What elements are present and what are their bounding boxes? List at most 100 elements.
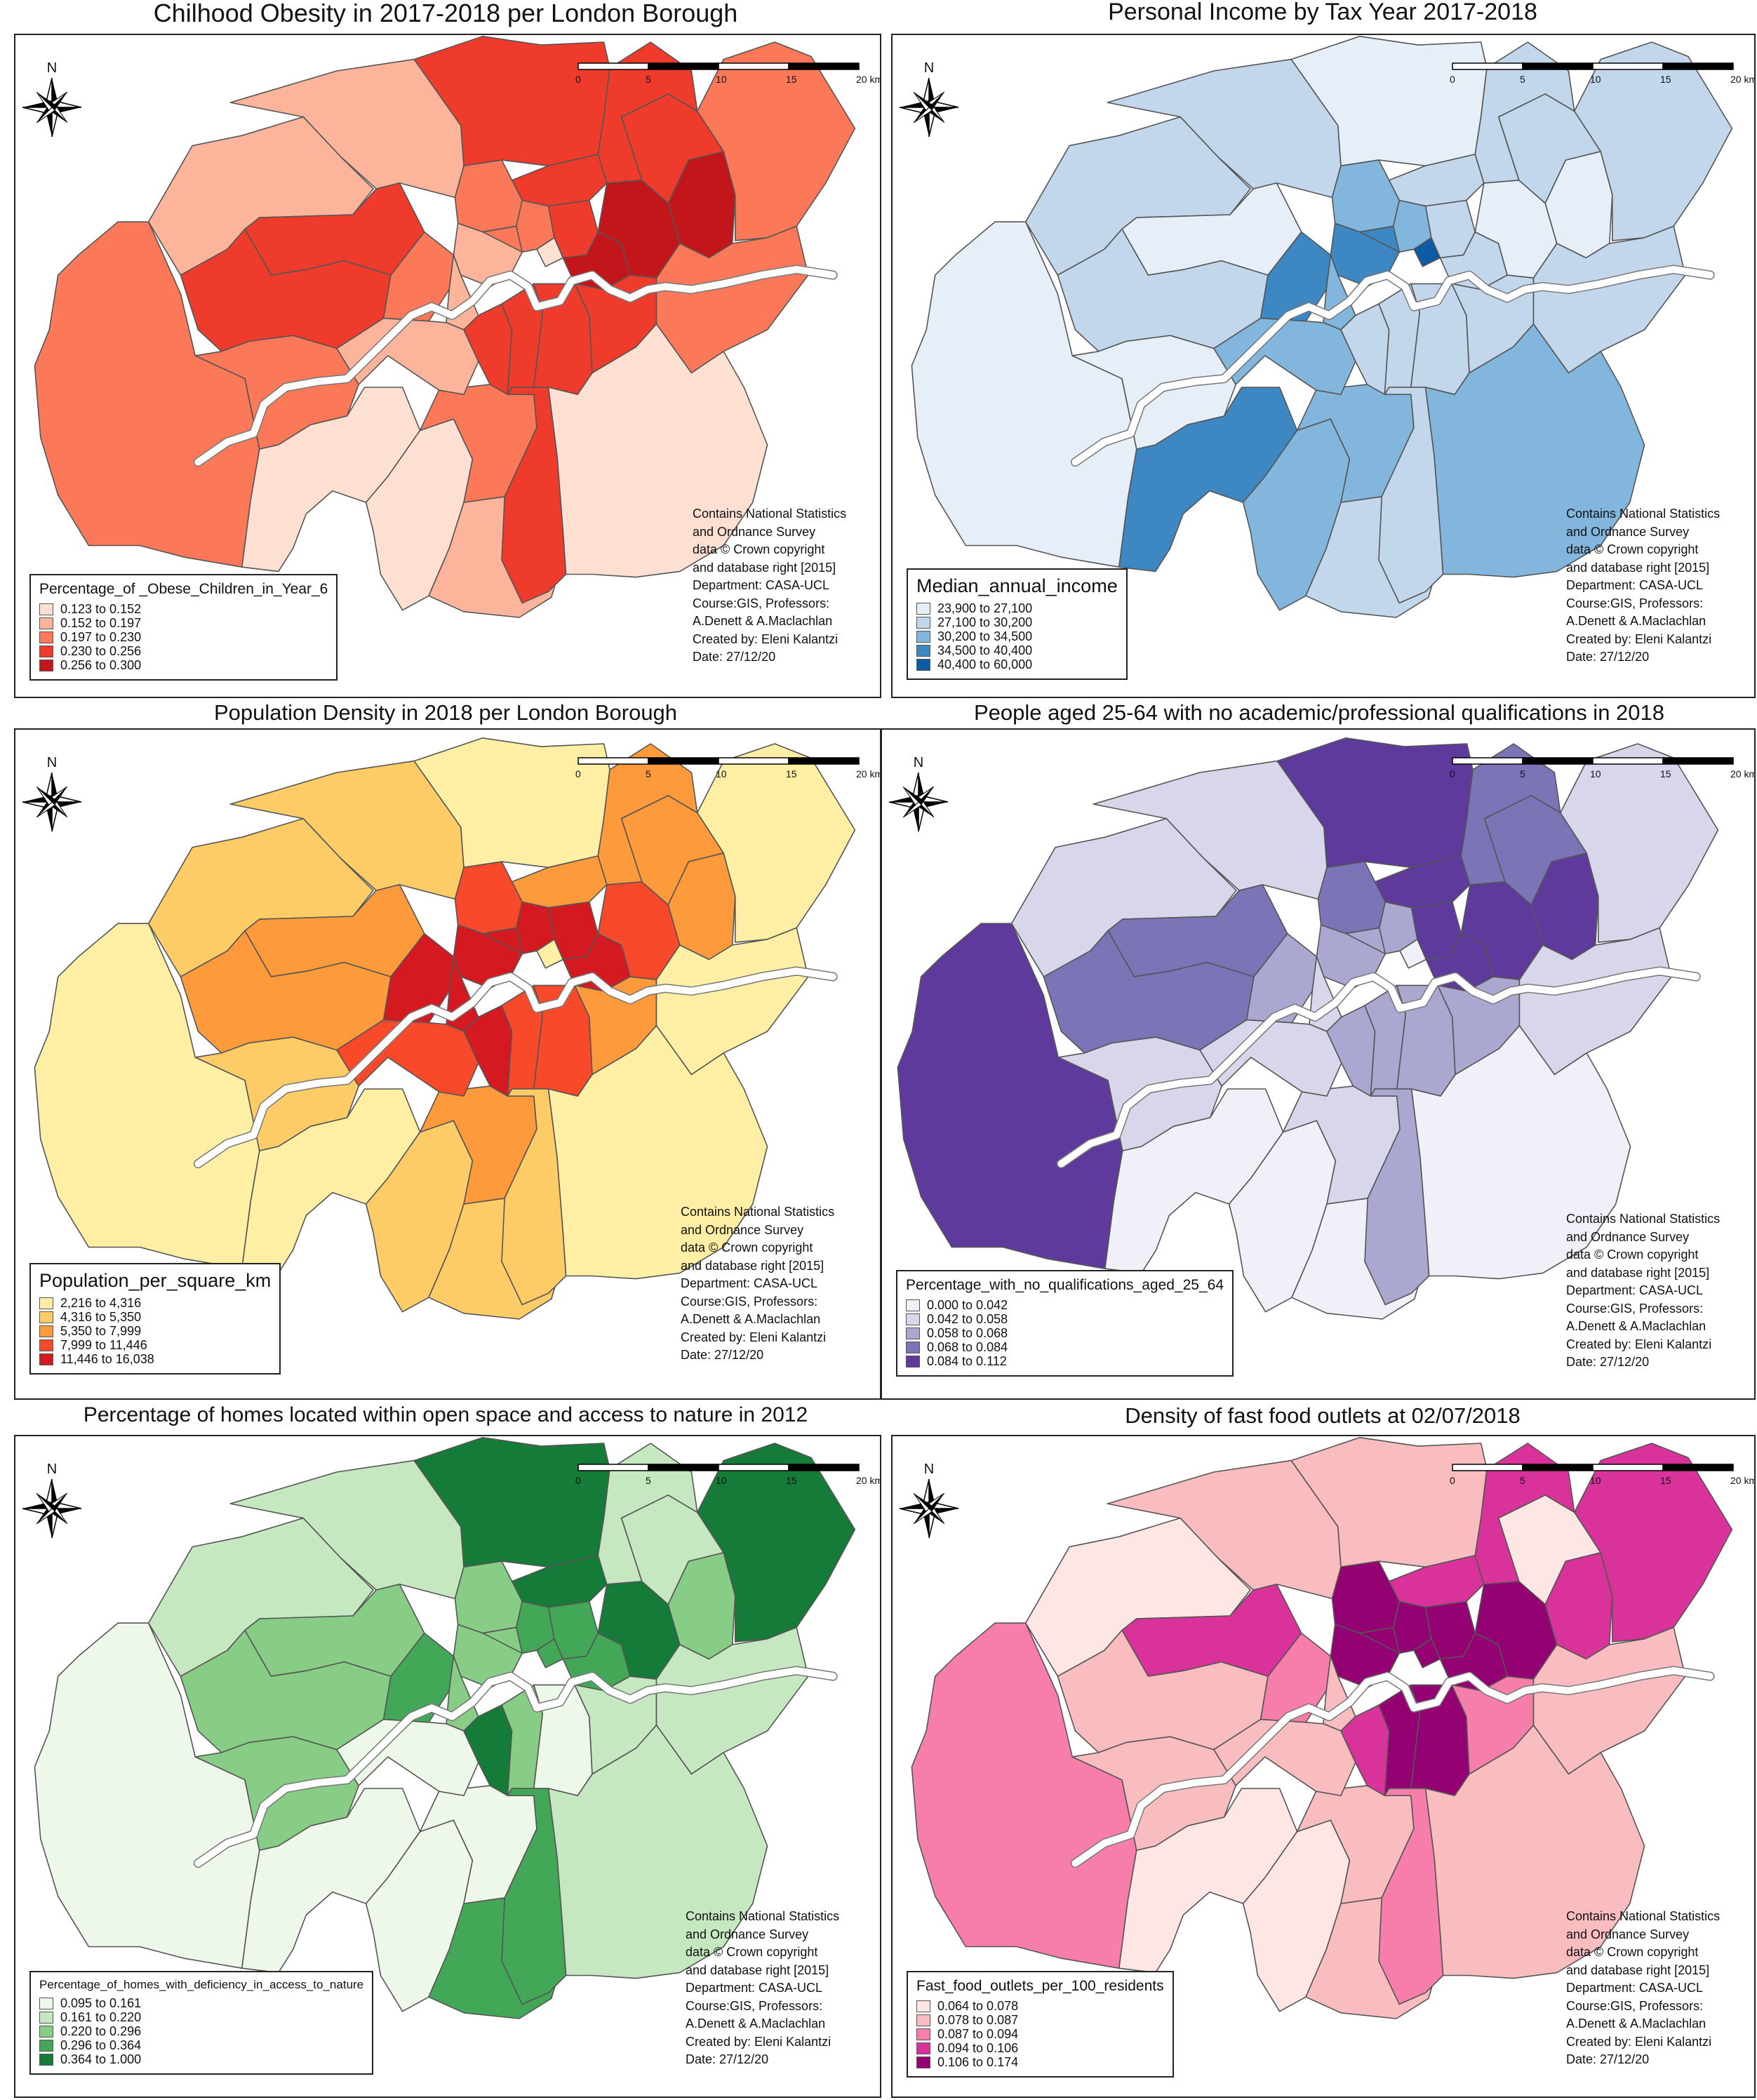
borough-brm <box>1410 1024 1631 1280</box>
credit-line: and database right [2015] <box>1566 560 1710 575</box>
credit-line: and Ordnance Survey <box>686 1927 809 1941</box>
borough-hav <box>1573 41 1733 241</box>
borough-wal <box>1460 743 1561 885</box>
credit-line: and database right [2015] <box>681 1258 824 1273</box>
legend-title: Percentage_with_no_qualifications_aged_2… <box>906 1277 1224 1293</box>
river-thames <box>1057 967 1700 1168</box>
legend-swatch <box>916 616 930 629</box>
legend-income: Median_annual_income 23,900 to 27,100 27,… <box>907 568 1128 680</box>
legend-swatch <box>39 617 53 629</box>
borough-hrg <box>454 1560 523 1634</box>
borough-bex <box>1532 225 1686 374</box>
legend-item: 0.220 to 0.296 <box>39 2024 363 2038</box>
north-arrow-icon: N <box>899 60 959 138</box>
borough-map-fastfood: N 0 5 10 15 20 km <box>899 1436 1754 2019</box>
legend-label: 27,100 to 30,200 <box>937 615 1033 629</box>
legend-title: Percentage_of_homes_with_deficiency_in_a… <box>39 1978 364 1991</box>
legend-swatch <box>39 659 53 671</box>
credit-line: Date: 27/12/20 <box>693 650 776 664</box>
legend-item: 0.042 to 0.058 <box>906 1312 1224 1326</box>
credit-line: Created by: Eleni Kalantzi <box>1566 2034 1712 2049</box>
legend-swatch <box>39 1297 53 1309</box>
credit-line: and Ordnance Survey <box>1566 1229 1690 1244</box>
north-label: N <box>47 1462 57 1477</box>
credit-line: Contains National Statistics <box>1566 1212 1721 1226</box>
north-label: N <box>47 60 57 76</box>
legend-label: 0.095 to 0.161 <box>60 1995 142 2010</box>
credit-line: and Ordnance Survey <box>1566 524 1690 539</box>
borough-bex <box>1518 927 1672 1076</box>
credit-line: Date: 27/12/20 <box>1566 1355 1650 1369</box>
borough-hrg <box>1331 159 1401 233</box>
legend-label: 0.106 to 0.174 <box>937 2054 1019 2069</box>
legend-item: 5,350 to 7,999 <box>39 1324 271 1338</box>
legend-swatch <box>39 645 53 657</box>
borough-brm <box>1424 1724 1645 1979</box>
legend-label: 0.078 to 0.087 <box>937 2012 1019 2027</box>
borough-cro <box>501 1088 567 1306</box>
legend-swatch <box>39 1339 53 1351</box>
credit-line: A.Denett & A.Maclachlan <box>693 614 833 628</box>
legend-label: 0.230 to 0.256 <box>60 643 142 658</box>
credit-line: data © Crown copyright <box>1566 1945 1699 1959</box>
credit-line: Department: CASA-UCL <box>686 1981 823 1995</box>
scale-label: 0 <box>575 1475 581 1486</box>
map-panel-qualifications: N 0 5 10 15 20 km Percentage_with_no_qualific… <box>881 728 1756 1400</box>
legend-title: Fast_food_outlets_per_100_residents <box>916 1978 1164 1994</box>
credit-line: data © Crown copyright <box>686 1945 818 1959</box>
river-thames <box>194 1666 837 1867</box>
legend-label: 0.123 to 0.152 <box>60 601 142 616</box>
legend-swatch <box>916 2028 930 2040</box>
scale-label: 15 <box>786 1475 797 1486</box>
legend-swatch <box>39 1325 53 1337</box>
scale-label: 0 <box>1450 74 1455 85</box>
borough-hil <box>34 221 260 568</box>
legend-swatch <box>906 1299 920 1311</box>
river-thames <box>194 967 837 1168</box>
legend-swatch <box>39 2053 53 2066</box>
boroughs <box>34 1436 856 2019</box>
legend-item: 0.087 to 0.094 <box>916 2027 1164 2041</box>
credit-line: Contains National Statistics <box>693 507 847 521</box>
borough-hav <box>1573 1443 1733 1643</box>
credit-line: data © Crown copyright <box>681 1240 813 1255</box>
legend-label: 0.094 to 0.106 <box>937 2040 1019 2055</box>
legend-label: 40,400 to 60,000 <box>937 657 1033 671</box>
legend-label: 23,900 to 27,100 <box>937 601 1033 615</box>
legend-label: 2,216 to 4,316 <box>60 1295 142 1310</box>
borough-hrg <box>1331 1560 1401 1634</box>
north-label: N <box>924 60 934 76</box>
legend-swatch <box>906 1313 920 1325</box>
legend-item: 2,216 to 4,316 <box>39 1296 271 1310</box>
credit-line: Course:GIS, Professors: <box>1566 1301 1704 1316</box>
borough-brm <box>547 323 768 578</box>
legend-nature: Percentage_of_homes_with_deficiency_in_a… <box>29 1971 374 2075</box>
legend-swatch <box>906 1341 920 1353</box>
scale-label: 5 <box>1520 768 1525 780</box>
legend-swatch <box>39 2011 53 2024</box>
legend-item: 0.152 to 0.197 <box>39 616 328 630</box>
river-thames <box>1071 265 1714 466</box>
credits-block: Contains National Statistics and Ordnance… <box>693 505 846 667</box>
north-arrow-icon: N <box>22 755 82 832</box>
scale-label: 10 <box>716 768 727 780</box>
borough-hil <box>34 923 260 1270</box>
credit-line: Course:GIS, Professors: <box>681 1294 818 1309</box>
credit-line: Date: 27/12/20 <box>1566 650 1650 664</box>
borough-brm <box>547 1724 768 1979</box>
legend-item: 23,900 to 27,100 <box>916 601 1118 615</box>
borough-hil <box>897 923 1123 1270</box>
map-title-obesity: Chilhood Obesity in 2017-2018 per London… <box>153 0 738 27</box>
borough-hil <box>911 1622 1137 1969</box>
legend-swatch <box>39 1997 53 2009</box>
legend-label: 0.058 to 0.068 <box>927 1325 1008 1340</box>
borough-hrg <box>454 861 523 935</box>
legend-item: 40,400 to 60,000 <box>916 657 1118 671</box>
legend-label: 0.064 to 0.078 <box>937 1998 1019 2013</box>
legend-swatch <box>39 2039 53 2052</box>
legend-label: 0.256 to 0.300 <box>60 657 142 672</box>
legend-label: 0.068 to 0.084 <box>927 1339 1008 1354</box>
credit-line: A.Denett & A.Maclachlan <box>686 2017 826 2031</box>
credits-block: Contains National Statistics and Ordnance… <box>1566 1908 1720 2069</box>
scale-bar: 0 5 10 15 20 km <box>575 1464 880 1486</box>
